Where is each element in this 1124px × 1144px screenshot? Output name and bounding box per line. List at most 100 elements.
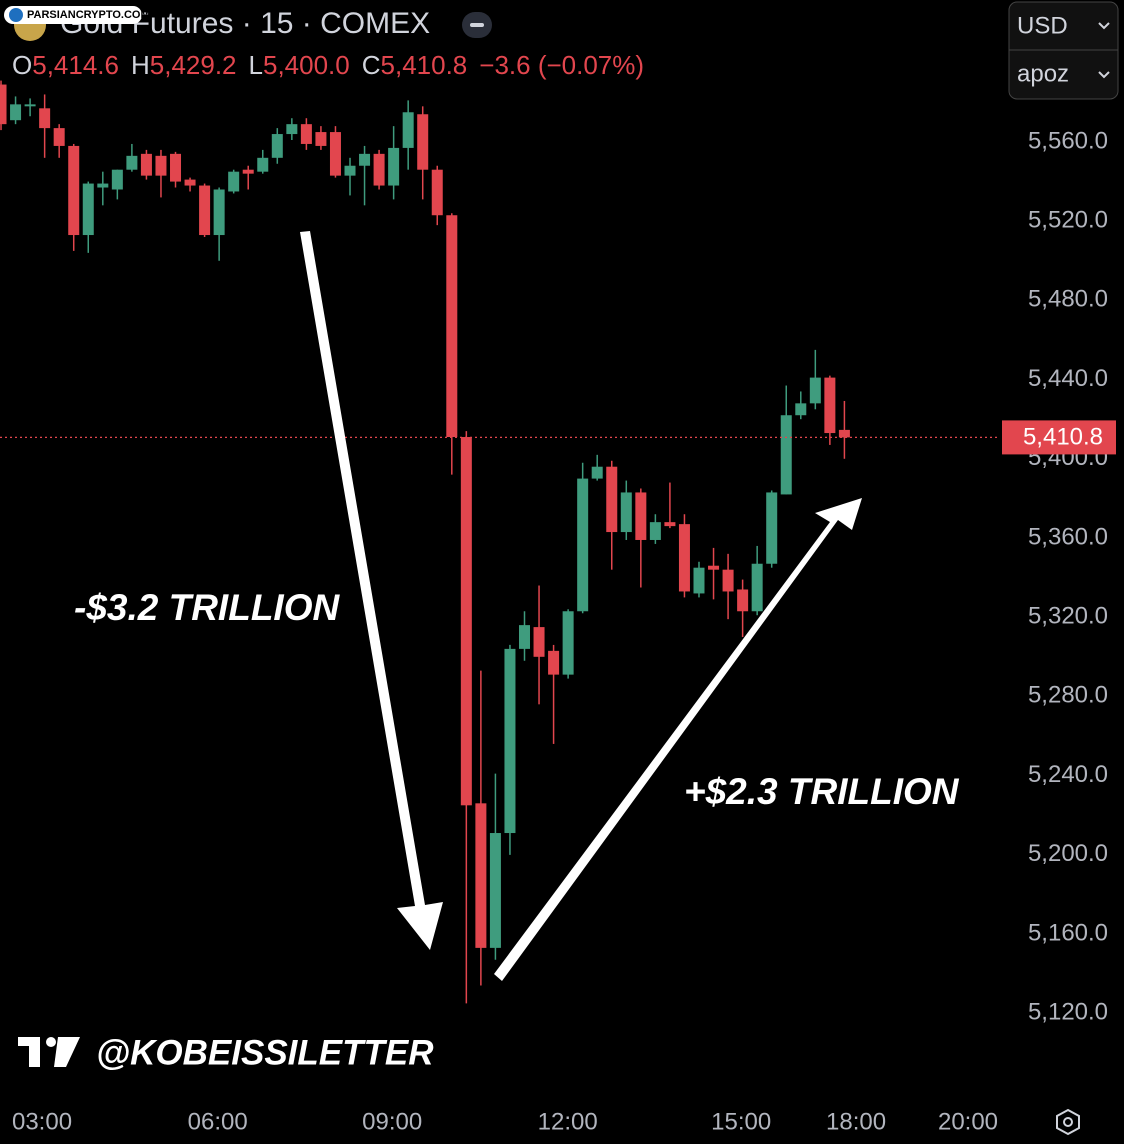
candle-body xyxy=(242,169,254,174)
down-arrow xyxy=(300,231,443,950)
x-tick-label: 18:00 xyxy=(826,1108,886,1135)
candle-body xyxy=(286,124,298,135)
candle-body xyxy=(388,147,400,186)
candle-body xyxy=(708,565,720,570)
y-tick-label: 5,360.0 xyxy=(1028,523,1108,550)
candle-body xyxy=(809,377,821,404)
unit-select[interactable]: apoz xyxy=(1017,60,1069,87)
candle-body xyxy=(257,157,269,172)
candle-body xyxy=(591,466,603,479)
y-tick-label: 5,560.0 xyxy=(1028,127,1108,154)
candle-body xyxy=(838,429,850,438)
x-tick-label: 06:00 xyxy=(188,1108,248,1135)
candle-body xyxy=(664,522,676,527)
signature: @KOBEISSILETTER xyxy=(96,1033,434,1072)
candle-body xyxy=(824,377,836,434)
ohlc-key: C xyxy=(362,50,381,80)
annotation: -$3.2 TRILLION xyxy=(74,587,340,628)
currency-select[interactable]: USD xyxy=(1017,12,1068,39)
y-tick-label: 5,320.0 xyxy=(1028,603,1108,630)
candle-body xyxy=(68,145,80,236)
candle-body xyxy=(155,155,167,176)
candle-body xyxy=(24,104,36,107)
candle-body xyxy=(344,165,356,176)
y-tick-label: 5,280.0 xyxy=(1028,682,1108,709)
candle-body xyxy=(271,134,283,158)
ohlc-value: 5,429.2 xyxy=(150,50,237,80)
up-arrow xyxy=(494,498,862,981)
candle-body xyxy=(111,169,123,190)
x-tick-label: 09:00 xyxy=(362,1108,422,1135)
candle-body xyxy=(329,132,341,176)
candle-body xyxy=(649,522,661,540)
y-axis: 5,120.0 5,160.0 5,200.0 5,240.0 5,280.0 5,320… xyxy=(1028,127,1108,1025)
x-tick-label: 03:00 xyxy=(12,1108,72,1135)
candle-body xyxy=(533,627,545,657)
candle-body xyxy=(635,492,647,540)
y-tick-label: 5,520.0 xyxy=(1028,207,1108,234)
watermark: PARSIANCRYPTO.COM xyxy=(4,6,150,24)
candle-body xyxy=(562,611,574,675)
ohlc-key: O xyxy=(12,50,32,80)
chevron xyxy=(1098,71,1110,79)
candle-body xyxy=(10,104,22,121)
candle-body xyxy=(489,833,501,948)
candle-body xyxy=(431,169,443,216)
candle-body xyxy=(577,478,589,612)
candle-body xyxy=(722,569,734,592)
candle-body xyxy=(300,124,312,144)
change: −3.6 (−0.07%) xyxy=(479,50,644,80)
candle-body xyxy=(402,112,414,148)
candle-body xyxy=(373,153,385,186)
ohlc-header: O5,414.6 H5,429.2 L5,400.0 C5,410.8 −3.6 (−0… xyxy=(12,50,644,80)
candle-body xyxy=(140,153,152,176)
candle-body xyxy=(548,650,560,675)
candle-body xyxy=(620,492,632,533)
candle-body xyxy=(82,183,94,236)
watermark-text: PARSIANCRYPTO.COM xyxy=(27,9,150,21)
ohlc-key: L xyxy=(249,50,263,80)
y-tick-label: 5,200.0 xyxy=(1028,840,1108,867)
candle-body xyxy=(475,803,487,948)
last-price-label: 5,410.8 xyxy=(1023,424,1103,451)
plot-area: 03:00 06:00 09:00 12:00 15:00 18:00 20:00 xyxy=(0,80,1000,1135)
y-tick-label: 5,240.0 xyxy=(1028,761,1108,788)
settings-icon xyxy=(1063,1117,1073,1127)
tv-logo xyxy=(18,1037,80,1067)
ohlc-value: 5,410.8 xyxy=(381,50,468,80)
settings-button[interactable] xyxy=(1056,1108,1080,1136)
candle-body xyxy=(213,189,225,236)
candle-body xyxy=(693,567,705,594)
ohlc-value: 5,400.0 xyxy=(263,50,350,80)
candle-body xyxy=(170,153,182,182)
x-tick-label: 12:00 xyxy=(538,1108,598,1135)
candle-body xyxy=(97,183,109,188)
candle-body xyxy=(184,179,196,186)
x-tick-label: 15:00 xyxy=(711,1108,771,1135)
ohlc-value: 5,414.6 xyxy=(32,50,119,80)
candle-body xyxy=(780,415,792,495)
candle-body xyxy=(751,563,763,612)
collapse-icon xyxy=(470,23,484,27)
candle-body xyxy=(53,128,65,146)
y-tick-label: 5,440.0 xyxy=(1028,365,1108,392)
candle-body xyxy=(504,648,516,834)
candle-body xyxy=(126,155,138,170)
chevron xyxy=(1098,22,1110,30)
candle-body xyxy=(199,185,211,236)
ohlc-key: H xyxy=(131,50,150,80)
candle-body xyxy=(460,437,472,806)
annotation: +$2.3 TRILLION xyxy=(684,771,960,812)
candle-body xyxy=(228,171,240,192)
x-tick-label: 20:00 xyxy=(938,1108,998,1135)
candle-body xyxy=(446,215,458,438)
candle-body xyxy=(795,403,807,416)
candle-body xyxy=(737,589,749,612)
y-tick-label: 5,480.0 xyxy=(1028,286,1108,313)
candle-body xyxy=(359,153,371,166)
candle-body xyxy=(315,132,327,146)
candle-body xyxy=(519,625,531,649)
candle-body xyxy=(678,524,690,592)
candle-body xyxy=(417,114,429,170)
